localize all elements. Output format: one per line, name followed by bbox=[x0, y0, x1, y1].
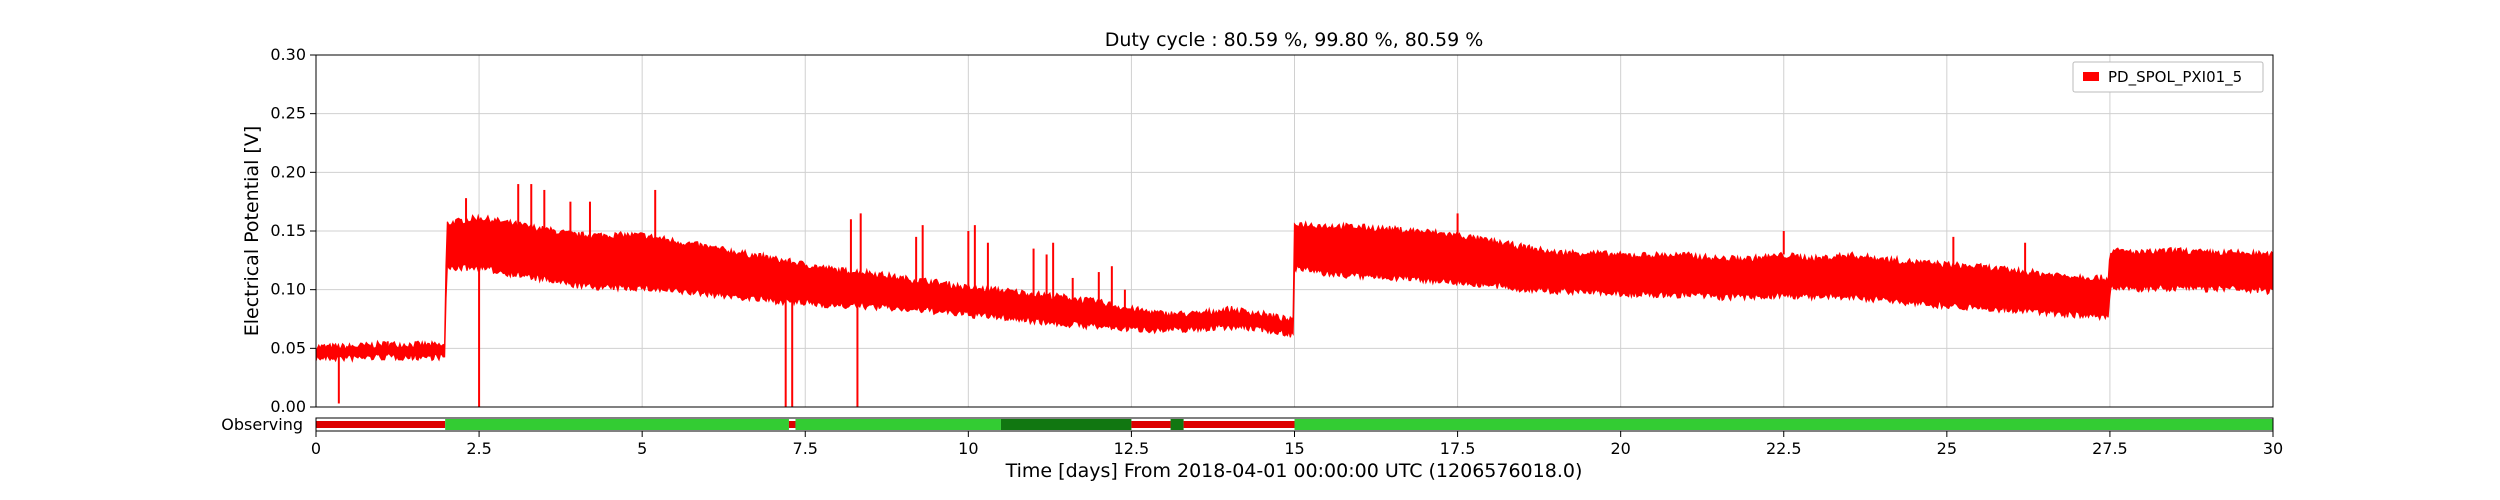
state-bar-label: Observing bbox=[221, 415, 303, 434]
y-tick-label: 0.25 bbox=[270, 104, 306, 123]
x-tick-label: 10 bbox=[958, 439, 978, 458]
y-tick-label: 0.15 bbox=[270, 221, 306, 240]
x-tick-label: 0 bbox=[311, 439, 321, 458]
x-tick-label: 17.5 bbox=[1440, 439, 1476, 458]
x-tick-label: 12.5 bbox=[1114, 439, 1150, 458]
x-tick-label: 7.5 bbox=[793, 439, 818, 458]
x-tick-label: 22.5 bbox=[1766, 439, 1802, 458]
state-segment-off bbox=[1131, 421, 1171, 428]
y-tick-label: 0.20 bbox=[270, 162, 306, 181]
y-tick-label: 0.30 bbox=[270, 45, 306, 64]
y-tick-label: 0.10 bbox=[270, 280, 306, 299]
x-axis: 0 2.5 5 7.5 10 12.5 15 17.5 20 22.5 25 27.5 30 bbox=[311, 431, 2283, 458]
state-segment-dark bbox=[1170, 419, 1184, 430]
legend-box bbox=[2072, 61, 2264, 93]
x-tick-label: 30 bbox=[2263, 439, 2283, 458]
x-axis-label: Time [days] From 2018-04-01 00:00:00 UTC… bbox=[1005, 460, 1583, 482]
legend: PD_SPOL_PXI01_5 bbox=[2072, 61, 2264, 93]
y-tick-label: 0.05 bbox=[270, 338, 306, 357]
y-axis: 0.00 0.05 0.10 0.15 0.20 0.25 0.30 bbox=[270, 45, 316, 416]
x-tick-label: 27.5 bbox=[2092, 439, 2128, 458]
x-tick-label: 5 bbox=[637, 439, 647, 458]
y-tick-label: 0.00 bbox=[270, 397, 306, 416]
state-segment-on bbox=[795, 419, 1001, 430]
state-segment-dark bbox=[1000, 419, 1132, 430]
observing-state-bar bbox=[315, 417, 2274, 432]
x-tick-label: 2.5 bbox=[466, 439, 491, 458]
state-segment-off bbox=[788, 421, 796, 428]
legend-entry-label: PD_SPOL_PXI01_5 bbox=[2108, 68, 2242, 87]
y-axis-label: Electrical Potential [V] bbox=[241, 126, 263, 336]
state-segment-off bbox=[316, 421, 446, 428]
x-tick-label: 25 bbox=[1937, 439, 1957, 458]
state-segment-on bbox=[1294, 419, 2273, 430]
legend-swatch bbox=[2083, 72, 2099, 81]
series-layer bbox=[316, 184, 2273, 407]
state-segment-off bbox=[1183, 421, 1295, 428]
chart-title: Duty cycle : 80.59 %, 99.80 %, 80.59 % bbox=[1105, 29, 1484, 51]
plot-area bbox=[316, 184, 2273, 407]
x-tick-label: 15 bbox=[1284, 439, 1304, 458]
x-tick-label: 20 bbox=[1610, 439, 1630, 458]
state-segment-on bbox=[445, 419, 789, 430]
